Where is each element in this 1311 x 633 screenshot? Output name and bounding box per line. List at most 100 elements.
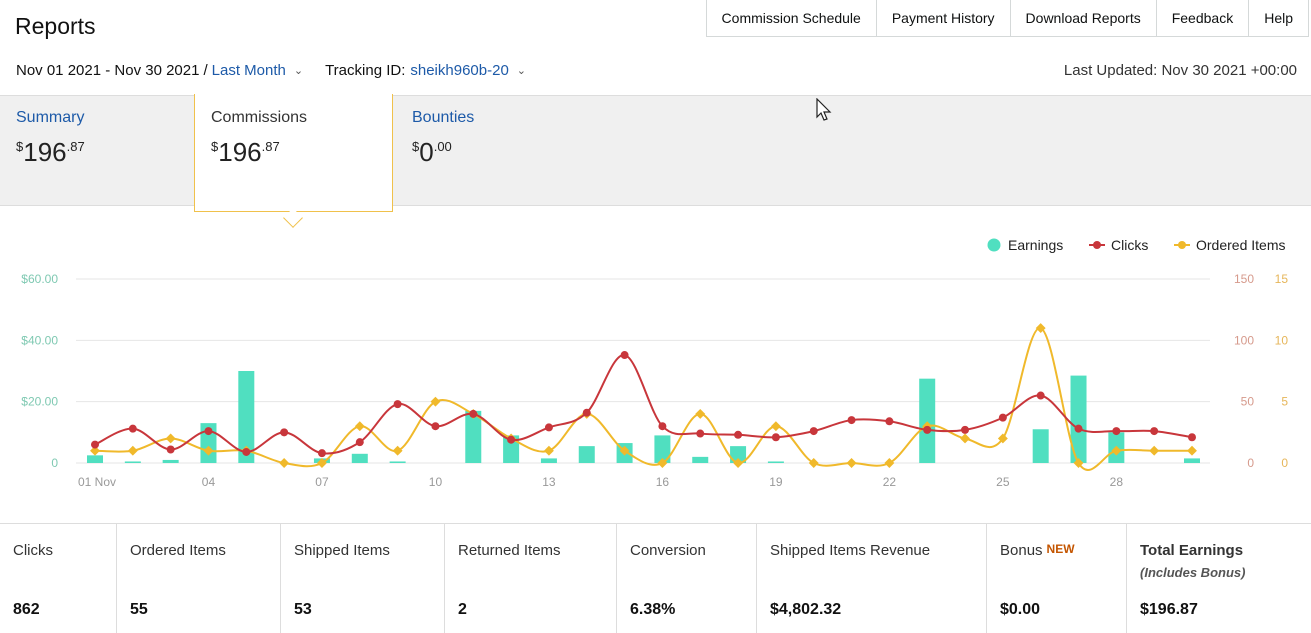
clicks-point bbox=[166, 445, 175, 454]
stat-label: Ordered Items bbox=[130, 542, 226, 559]
tracking-label: Tracking ID: bbox=[325, 62, 406, 79]
stat-sublabel: (Includes Bonus) bbox=[1140, 565, 1246, 580]
stat-label: Clicks bbox=[13, 542, 53, 559]
date-range[interactable]: Nov 01 2021 - Nov 30 2021 bbox=[16, 62, 200, 79]
stat-label: Shipped Items Revenue bbox=[770, 542, 931, 559]
x-tick-label: 19 bbox=[769, 475, 783, 489]
earnings-bar bbox=[730, 446, 747, 463]
clicks-point bbox=[620, 351, 629, 360]
legend-marker bbox=[987, 238, 1001, 252]
clicks-point bbox=[280, 428, 289, 437]
legend-marker bbox=[1093, 241, 1101, 249]
stat-shipped-revenue: Shipped Items Revenue $4,802.32 bbox=[757, 524, 987, 633]
download-reports-link[interactable]: Download Reports bbox=[1009, 0, 1156, 36]
ordered-items-point bbox=[884, 458, 895, 468]
earnings-bar bbox=[578, 446, 595, 463]
x-tick-label: 22 bbox=[883, 475, 897, 489]
ordered-items-point bbox=[657, 458, 668, 468]
clicks-point bbox=[128, 424, 137, 433]
ordered-items-point bbox=[165, 433, 176, 444]
y-mid-tick-label: 100 bbox=[1234, 333, 1254, 347]
clicks-point bbox=[431, 422, 440, 431]
earnings-bar bbox=[1184, 458, 1200, 463]
y-mid-tick-label: 0 bbox=[1247, 456, 1254, 470]
tab-label: Commissions bbox=[211, 109, 308, 126]
stat-value: 53 bbox=[294, 601, 312, 618]
bonus-label: Bonus bbox=[1000, 542, 1043, 559]
page-title: Reports bbox=[15, 13, 96, 39]
mouse-cursor-icon bbox=[816, 98, 832, 121]
currency-symbol: $ bbox=[211, 139, 219, 154]
ordered-items-point bbox=[960, 433, 970, 444]
earnings-bar bbox=[1032, 429, 1049, 463]
y-left-tick-label: 0 bbox=[51, 456, 58, 470]
stat-value: 6.38% bbox=[630, 601, 676, 618]
help-link[interactable]: Help bbox=[1248, 0, 1308, 36]
earnings-bar bbox=[692, 456, 709, 463]
ordered-items-point bbox=[279, 458, 290, 468]
y-right-tick-label: 10 bbox=[1275, 333, 1289, 347]
earnings-bar bbox=[767, 461, 784, 463]
earnings-bar bbox=[124, 461, 141, 463]
clicks-point bbox=[1074, 424, 1083, 433]
earnings-chart: 0 $20.00 $40.00 $60.00 0 50 100 150 0 5 10 15 01 Nov… bbox=[0, 220, 1311, 520]
legend-marker bbox=[1178, 241, 1186, 249]
currency-symbol: $ bbox=[412, 139, 420, 154]
stat-label: Total Earnings bbox=[1140, 542, 1244, 559]
tab-summary[interactable]: Summary $196.87 bbox=[0, 96, 195, 207]
stat-conversion: Conversion 6.38% bbox=[617, 524, 757, 633]
chart-svg: 0 $20.00 $40.00 $60.00 0 50 100 150 0 5 10 15 01 Nov… bbox=[21, 237, 1289, 489]
amount-cents: .87 bbox=[261, 139, 280, 154]
stats-bar: Clicks 862 Ordered Items 55 Shipped Item… bbox=[0, 523, 1311, 633]
clicks-point bbox=[696, 429, 705, 438]
y-left-tick-label: $20.00 bbox=[21, 395, 58, 409]
x-tick-label: 13 bbox=[542, 475, 556, 489]
clicks-point bbox=[582, 408, 591, 417]
clicks-point bbox=[923, 425, 932, 434]
stat-label: Conversion bbox=[630, 542, 706, 559]
ordered-items-point bbox=[1111, 445, 1122, 456]
tab-label: Bounties bbox=[412, 109, 475, 126]
earnings-bar bbox=[919, 378, 936, 463]
amount-whole: 196 bbox=[23, 137, 67, 167]
chevron-down-icon[interactable]: ⌄ bbox=[516, 65, 527, 77]
clicks-point bbox=[1112, 427, 1121, 436]
earnings-bar bbox=[162, 459, 179, 463]
tab-bounties[interactable]: Bounties $0.00 bbox=[396, 96, 596, 207]
tracking-id-dropdown[interactable]: sheikh960b-20 bbox=[410, 62, 509, 79]
last-updated: Last Updated: Nov 30 2021 +00:00 bbox=[1063, 62, 1297, 79]
ordered-items-point bbox=[997, 433, 1008, 444]
clicks-point bbox=[809, 427, 818, 436]
chevron-down-icon[interactable]: ⌄ bbox=[293, 65, 304, 77]
earnings-bar bbox=[389, 461, 406, 463]
y-left-tick-label: $40.00 bbox=[21, 333, 58, 347]
earnings-bar bbox=[465, 410, 482, 463]
ordered-items-point bbox=[1073, 458, 1084, 468]
clicks-point bbox=[355, 438, 364, 447]
payment-history-link[interactable]: Payment History bbox=[875, 0, 1010, 36]
tab-amount: $196.87 bbox=[16, 137, 179, 168]
tab-amount: $196.87 bbox=[211, 137, 376, 168]
tab-label: Summary bbox=[16, 109, 85, 126]
ordered-items-point bbox=[1187, 445, 1197, 456]
stat-total-earnings: Total Earnings (Includes Bonus) $196.87 bbox=[1127, 524, 1311, 633]
legend-label: Ordered Items bbox=[1196, 237, 1285, 253]
ordered-items-point bbox=[392, 445, 403, 456]
earnings-bar bbox=[503, 435, 520, 463]
new-badge: NEW bbox=[1046, 542, 1075, 556]
period-dropdown[interactable]: Last Month bbox=[211, 62, 286, 79]
tab-commissions[interactable]: Commissions $196.87 bbox=[194, 94, 393, 212]
ordered-items-point bbox=[354, 421, 365, 432]
top-links: Commission Schedule Payment History Down… bbox=[705, 0, 1309, 37]
feedback-link[interactable]: Feedback bbox=[1155, 0, 1248, 36]
amount-whole: 196 bbox=[218, 137, 262, 167]
clicks-point bbox=[469, 409, 478, 418]
commission-schedule-link[interactable]: Commission Schedule bbox=[721, 10, 861, 26]
earnings-bar bbox=[351, 453, 368, 463]
y-right-tick-label: 5 bbox=[1281, 395, 1288, 409]
clicks-point bbox=[847, 416, 856, 425]
ordered-items-point bbox=[1149, 445, 1160, 456]
clicks-point bbox=[998, 413, 1007, 422]
stat-label: Returned Items bbox=[458, 542, 561, 559]
